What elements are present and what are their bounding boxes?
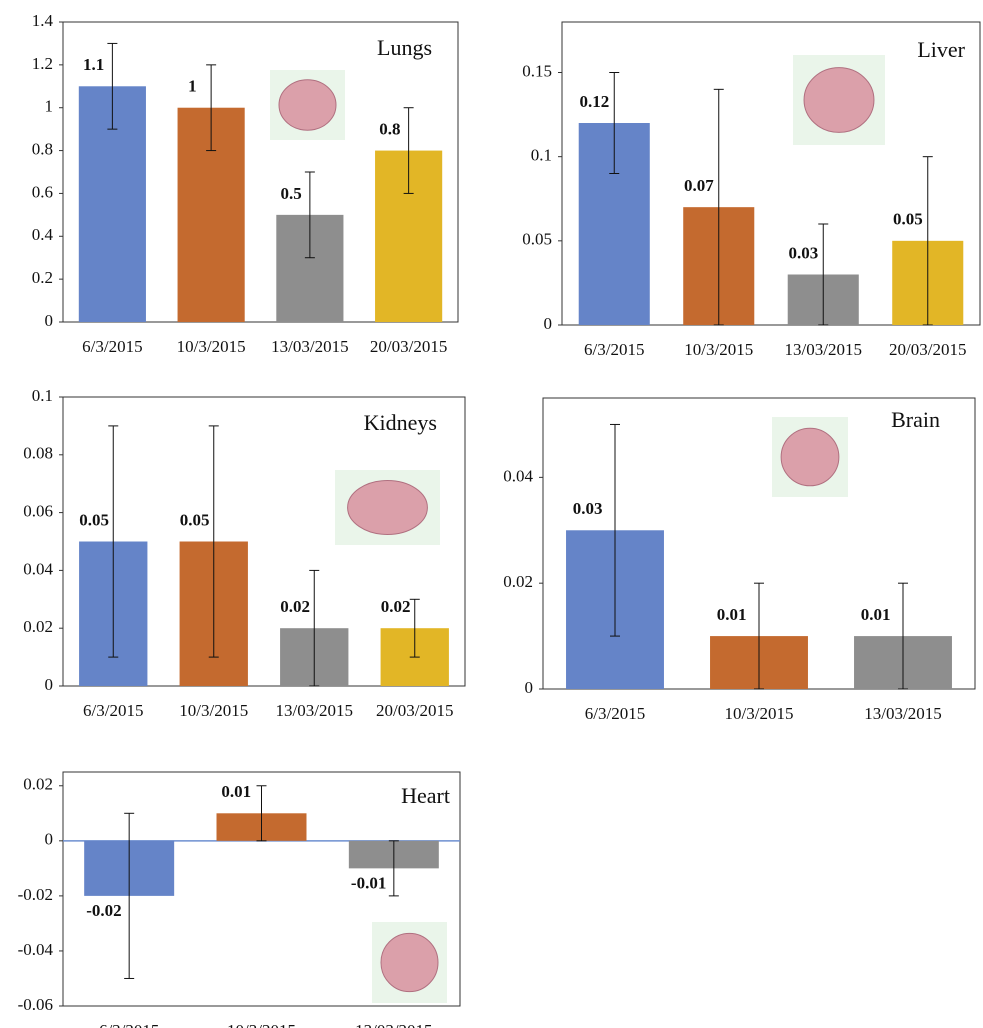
y-tick-label: 0.06 [23, 502, 53, 521]
x-tick-label: 13/03/2015 [276, 701, 353, 720]
value-label: 0.05 [893, 210, 923, 229]
organ-shape [781, 428, 839, 486]
y-tick-label: 0.4 [32, 225, 54, 244]
value-label: 0.12 [579, 92, 609, 111]
x-tick-label: 10/3/2015 [227, 1021, 296, 1028]
value-label: 0.03 [788, 243, 818, 262]
x-tick-label: 6/3/2015 [99, 1021, 159, 1028]
figure: 0 0.2 0.4 0.6 0.8 1 1.2 1.4 Lungs 6/3/2015 1.1 10/3… [0, 0, 983, 1028]
y-tick-label: 1.4 [32, 11, 54, 30]
y-tick-label: -0.06 [18, 995, 53, 1014]
y-tick-label: -0.02 [18, 885, 53, 904]
value-label: 0.01 [221, 782, 251, 801]
y-tick-label: 0 [45, 830, 54, 849]
y-tick-label: 0.04 [23, 559, 53, 578]
value-label: 0.05 [79, 510, 109, 529]
value-label: -0.01 [351, 873, 386, 892]
y-tick-label: 0.1 [531, 146, 552, 165]
value-label: 0.8 [379, 119, 400, 138]
y-tick-label: 0.04 [503, 466, 533, 485]
x-tick-label: 20/03/2015 [889, 340, 966, 359]
y-tick-label: 0.8 [32, 139, 53, 158]
value-label: 0.03 [573, 499, 603, 518]
x-tick-label: 13/03/2015 [864, 704, 941, 723]
organ-shape [279, 80, 336, 130]
x-tick-label: 6/3/2015 [584, 340, 644, 359]
y-tick-label: 1.2 [32, 54, 53, 73]
x-tick-label: 6/3/2015 [83, 701, 143, 720]
y-tick-label: 0.05 [522, 230, 552, 249]
value-label: 1 [188, 77, 197, 96]
y-tick-label: 0.15 [522, 61, 552, 80]
x-tick-label: 20/03/2015 [376, 701, 453, 720]
chart-title: Liver [917, 37, 965, 62]
y-tick-label: 0 [525, 678, 534, 697]
x-tick-label: 10/3/2015 [177, 337, 246, 356]
organ-shape [348, 481, 428, 535]
y-tick-label: 0.02 [23, 617, 53, 636]
chart-title: Brain [891, 407, 940, 432]
x-tick-label: 10/3/2015 [179, 701, 248, 720]
x-tick-label: 6/3/2015 [585, 704, 645, 723]
value-label: 0.01 [717, 605, 747, 624]
x-tick-label: 10/3/2015 [684, 340, 753, 359]
value-label: 0.02 [280, 597, 310, 616]
y-tick-label: 0.02 [23, 775, 53, 794]
organ-shape [804, 68, 874, 133]
y-tick-label: 0.2 [32, 268, 53, 287]
x-tick-label: 13/03/2015 [271, 337, 348, 356]
chart-title: Heart [401, 783, 450, 808]
page: {"chart_data": [ {"type": "bar", "title"… [0, 0, 983, 1028]
chart-title: Lungs [377, 35, 432, 60]
y-tick-label: 0.08 [23, 444, 53, 463]
value-label: -0.02 [86, 901, 121, 920]
y-tick-label: -0.04 [18, 940, 54, 959]
value-label: 1.1 [83, 55, 104, 74]
y-tick-label: 0.6 [32, 182, 53, 201]
x-tick-label: 13/03/2015 [355, 1021, 432, 1028]
value-label: 0.05 [180, 510, 210, 529]
chart-title: Kidneys [364, 410, 437, 435]
y-tick-label: 0 [45, 675, 54, 694]
value-label: 0.02 [381, 597, 411, 616]
y-tick-label: 1 [45, 97, 54, 116]
y-tick-label: 0.1 [32, 386, 53, 405]
value-label: 0.07 [684, 176, 714, 195]
x-tick-label: 13/03/2015 [785, 340, 862, 359]
value-label: 0.5 [280, 184, 301, 203]
x-tick-label: 20/03/2015 [370, 337, 447, 356]
y-tick-label: 0 [45, 311, 54, 330]
y-tick-label: 0.02 [503, 572, 533, 591]
x-tick-label: 10/3/2015 [725, 704, 794, 723]
organ-shape [381, 933, 438, 991]
x-tick-label: 6/3/2015 [82, 337, 142, 356]
y-tick-label: 0 [544, 314, 553, 333]
value-label: 0.01 [861, 605, 891, 624]
